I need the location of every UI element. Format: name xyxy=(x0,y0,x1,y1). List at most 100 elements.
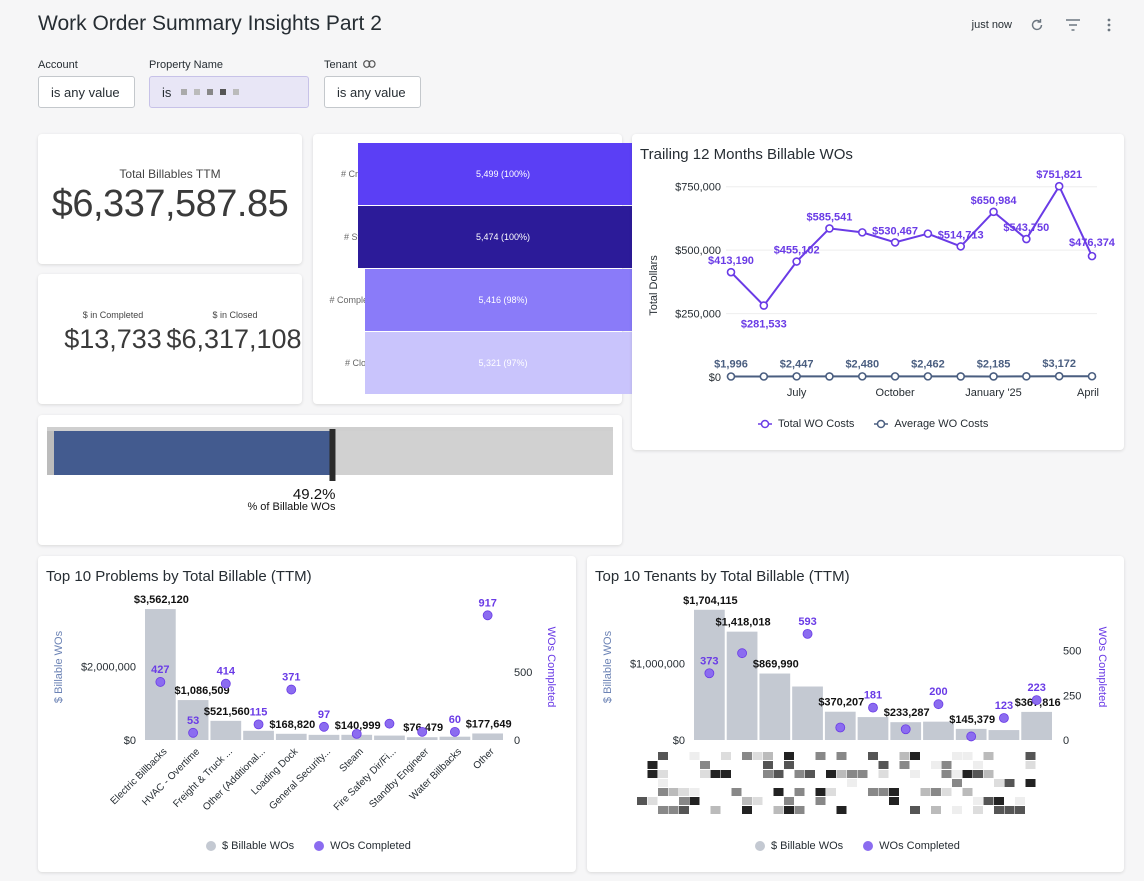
redacted-pixel xyxy=(973,806,983,814)
funnel-stage-bar[interactable]: 5,499 (100%) xyxy=(357,143,649,205)
data-point[interactable] xyxy=(1054,181,1064,191)
data-point[interactable] xyxy=(857,228,867,237)
funnel-stage-bar[interactable]: 5,474 (100%) xyxy=(357,206,649,268)
funnel-stage-bar[interactable]: 5,321 (97%) xyxy=(365,332,641,394)
x-tick-label: Steam xyxy=(338,746,366,774)
bar[interactable] xyxy=(145,609,176,740)
trailing-legend: Total WO Costs Average WO Costs xyxy=(758,418,988,430)
closed-label: $ in Closed xyxy=(212,310,258,320)
data-point[interactable] xyxy=(1087,371,1097,381)
data-point[interactable] xyxy=(956,372,966,381)
legend-completed[interactable]: WOs Completed xyxy=(314,840,411,852)
bar[interactable] xyxy=(308,734,340,740)
data-point[interactable] xyxy=(989,372,998,381)
bar[interactable] xyxy=(275,733,307,740)
bar[interactable] xyxy=(406,737,438,740)
point[interactable] xyxy=(737,648,747,659)
legend-completed[interactable]: WOs Completed xyxy=(863,840,960,852)
point[interactable] xyxy=(802,628,813,639)
bar[interactable] xyxy=(792,686,823,740)
problems-legend: $ Billable WOs WOs Completed xyxy=(206,840,411,852)
data-point[interactable] xyxy=(1087,251,1097,261)
point[interactable] xyxy=(900,724,911,735)
bar[interactable] xyxy=(759,673,791,740)
redacted-pixel xyxy=(763,752,773,760)
bar-label: $1,418,018 xyxy=(716,617,771,629)
redacted-value xyxy=(181,89,240,95)
bar[interactable] xyxy=(857,717,889,740)
bar[interactable] xyxy=(726,631,758,740)
redacted-pixel xyxy=(836,806,847,814)
point[interactable] xyxy=(286,684,297,695)
data-point[interactable] xyxy=(726,267,736,277)
data-point[interactable] xyxy=(825,372,834,381)
filter-icon[interactable] xyxy=(1062,14,1084,36)
data-point[interactable] xyxy=(923,229,933,238)
data-point[interactable] xyxy=(759,301,769,310)
filter-property-value[interactable]: is xyxy=(149,76,309,108)
data-point[interactable] xyxy=(857,372,867,381)
bar[interactable] xyxy=(1021,711,1052,740)
point[interactable] xyxy=(351,728,362,739)
point[interactable] xyxy=(999,713,1009,723)
legend-billable[interactable]: $ Billable WOs xyxy=(206,840,294,852)
redacted-pixel xyxy=(679,806,689,814)
bullet-marker xyxy=(329,429,336,481)
legend-total-wo-costs[interactable]: Total WO Costs xyxy=(758,418,854,430)
point[interactable] xyxy=(188,727,198,738)
data-point[interactable] xyxy=(956,242,966,251)
point[interactable] xyxy=(450,726,460,737)
bar[interactable] xyxy=(210,720,242,740)
point[interactable] xyxy=(319,721,329,732)
data-point[interactable] xyxy=(923,372,933,381)
point[interactable] xyxy=(384,718,395,729)
data-point[interactable] xyxy=(759,372,769,381)
point[interactable] xyxy=(253,719,264,730)
redacted-pixel xyxy=(941,761,952,769)
data-point[interactable] xyxy=(1022,234,1031,244)
redacted-pixel xyxy=(784,806,794,814)
point[interactable] xyxy=(482,610,493,621)
problems-chart-card: Top 10 Problems by Total Billable (TTM) … xyxy=(38,556,576,872)
legend-billable[interactable]: $ Billable WOs xyxy=(755,840,843,852)
redacted-pixel xyxy=(668,788,679,796)
data-point[interactable] xyxy=(1054,371,1064,381)
bar[interactable] xyxy=(439,736,471,740)
point[interactable] xyxy=(868,702,878,713)
bar[interactable] xyxy=(243,730,274,740)
redacted-pixel xyxy=(647,797,658,805)
bar[interactable] xyxy=(374,735,405,740)
data-point[interactable] xyxy=(825,224,834,233)
filter-account-value[interactable]: is any value xyxy=(38,76,135,108)
link-icon[interactable] xyxy=(363,59,376,71)
refresh-icon[interactable] xyxy=(1026,14,1048,36)
point[interactable] xyxy=(835,722,846,733)
redacted-pixel xyxy=(742,797,752,805)
redacted-pixel xyxy=(689,752,700,760)
point[interactable] xyxy=(704,668,715,679)
filter-tenant-value[interactable]: is any value xyxy=(324,76,421,108)
x-tick-label: Freight & Truck ... xyxy=(171,746,235,810)
bar[interactable] xyxy=(988,730,1020,740)
data-point[interactable] xyxy=(792,257,801,266)
point[interactable] xyxy=(155,677,166,687)
more-vertical-icon[interactable] xyxy=(1098,14,1120,36)
legend-average-wo-costs[interactable]: Average WO Costs xyxy=(874,418,988,430)
data-point[interactable] xyxy=(890,372,900,381)
data-point[interactable] xyxy=(1022,372,1031,381)
bar[interactable] xyxy=(472,733,503,740)
point[interactable] xyxy=(1031,695,1042,705)
x-tick-label: October xyxy=(876,387,915,399)
filter-account: Account is any value xyxy=(38,58,135,108)
filter-tenant: Tenant is any value xyxy=(324,58,421,108)
data-point[interactable] xyxy=(890,238,900,247)
data-point[interactable] xyxy=(792,372,801,381)
point[interactable] xyxy=(966,731,977,742)
funnel-stage-bar[interactable]: 5,416 (98%) xyxy=(364,269,642,331)
bar[interactable] xyxy=(923,721,954,740)
point[interactable] xyxy=(933,699,944,710)
point[interactable] xyxy=(417,726,428,737)
data-point[interactable] xyxy=(726,372,736,381)
data-point[interactable] xyxy=(989,207,998,217)
point[interactable] xyxy=(220,678,231,689)
